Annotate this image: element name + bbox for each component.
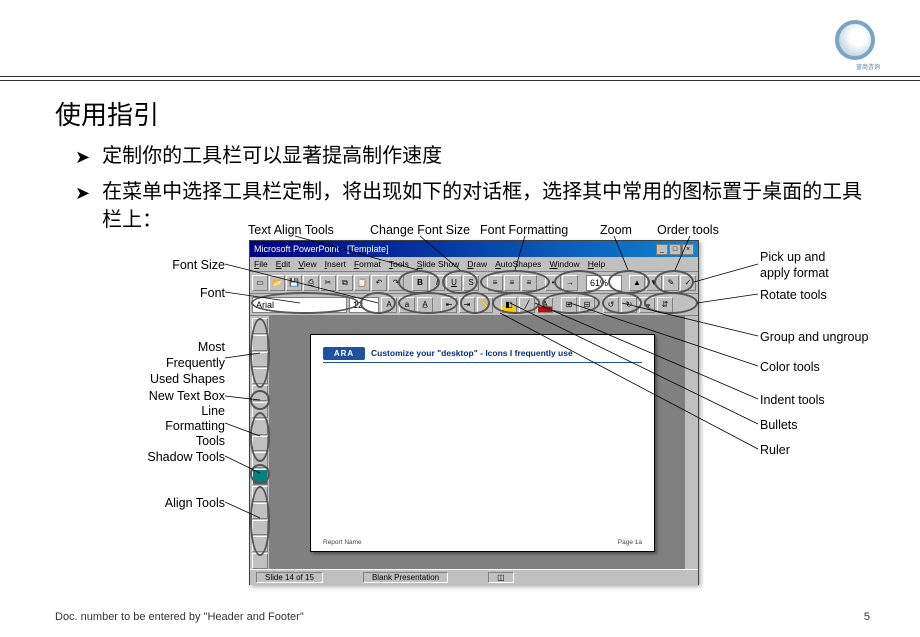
ppt-title: Microsoft PowerPoint - [Template] bbox=[254, 244, 389, 254]
slide-area: ARA Customize your "desktop" - Icons I f… bbox=[270, 316, 698, 569]
label-line-1: Line bbox=[201, 404, 225, 418]
tb-cut-icon[interactable]: ✂ bbox=[320, 275, 336, 291]
label-group: Group and ungroup bbox=[760, 330, 868, 344]
footer-page-number: 5 bbox=[864, 611, 870, 623]
label-font-formatting: Font Formatting bbox=[480, 223, 568, 237]
menu-window[interactable]: Window bbox=[549, 259, 579, 269]
label-text-align: Text Align Tools bbox=[248, 223, 334, 237]
menu-help[interactable]: Help bbox=[588, 259, 605, 269]
menu-slideshow[interactable]: Slide Show bbox=[417, 259, 460, 269]
label-order-tools: Order tools bbox=[657, 223, 719, 237]
oval-font-size bbox=[360, 292, 396, 314]
label-most: Most bbox=[198, 340, 225, 354]
label-used-shapes: Used Shapes bbox=[150, 372, 225, 386]
oval-text-align bbox=[398, 270, 440, 294]
bullet-arrow-icon: ➤ bbox=[75, 181, 90, 206]
oval-font-dialog bbox=[460, 292, 490, 314]
bullet-arrow-icon: ➤ bbox=[75, 145, 90, 170]
oval-font bbox=[251, 292, 359, 314]
label-zoom: Zoom bbox=[600, 223, 632, 237]
slide-title: Customize your "desktop" - Icons I frequ… bbox=[371, 348, 573, 358]
label-rotate: Rotate tools bbox=[760, 288, 827, 302]
label-line-2: Formatting bbox=[165, 419, 225, 433]
oval-bullets-indent bbox=[554, 270, 604, 294]
oval-ruler-indent bbox=[492, 292, 540, 314]
window-buttons: _ □ × bbox=[656, 244, 694, 255]
label-font-size: Font Size bbox=[172, 258, 225, 272]
label-change-font-size: Change Font Size bbox=[370, 223, 470, 237]
label-shadow-tools: Shadow Tools bbox=[147, 450, 225, 464]
rule-top-2 bbox=[0, 80, 920, 81]
label-ruler: Ruler bbox=[760, 443, 790, 457]
oval-textbox bbox=[250, 390, 270, 410]
tb-undo-icon[interactable]: ↶ bbox=[371, 275, 387, 291]
menu-file[interactable]: File bbox=[254, 259, 268, 269]
status-slide: Slide 14 of 15 bbox=[256, 572, 323, 583]
oval-line-tools bbox=[250, 412, 270, 462]
tb-new-icon[interactable]: ▭ bbox=[252, 275, 268, 291]
company-logo-icon bbox=[835, 20, 875, 60]
label-pick-1: Pick up and bbox=[760, 250, 825, 264]
label-align-tools: Align Tools bbox=[165, 496, 225, 510]
menu-insert[interactable]: Insert bbox=[325, 259, 346, 269]
tb-copy-icon[interactable]: ⧉ bbox=[337, 275, 353, 291]
close-button[interactable]: × bbox=[682, 244, 694, 255]
bullet-1-text: 定制你的工具栏可以显著提高制作速度 bbox=[102, 142, 442, 170]
label-line-3: Tools bbox=[196, 434, 225, 448]
menu-view[interactable]: View bbox=[298, 259, 316, 269]
slide-footer: Report Name Page 1a bbox=[323, 539, 642, 546]
oval-font-change bbox=[398, 292, 458, 314]
vertical-scrollbar[interactable] bbox=[684, 316, 698, 569]
label-font: Font bbox=[200, 286, 225, 300]
label-new-text-box: New Text Box bbox=[149, 389, 225, 403]
tb-paste-icon[interactable]: 📋 bbox=[354, 275, 370, 291]
oval-change-font-size bbox=[442, 270, 478, 294]
label-pick-2: apply format bbox=[760, 266, 829, 280]
slide-report-name: Report Name bbox=[323, 539, 362, 546]
ppt-titlebar: Microsoft PowerPoint - [Template] _ □ × bbox=[250, 241, 698, 257]
oval-group bbox=[602, 292, 642, 314]
oval-zoom bbox=[608, 270, 650, 294]
tb-print-icon[interactable]: ⎙ bbox=[303, 275, 319, 291]
slide-page-label: Page 1a bbox=[618, 539, 642, 546]
menu-autoshapes[interactable]: AutoShapes bbox=[495, 259, 541, 269]
label-bullets: Bullets bbox=[760, 418, 798, 432]
oval-order bbox=[654, 270, 694, 294]
ppt-body: ARA Customize your "desktop" - Icons I f… bbox=[250, 316, 698, 569]
status-icon: ◫ bbox=[488, 572, 514, 583]
slide-title-row: ARA Customize your "desktop" - Icons I f… bbox=[323, 345, 642, 361]
label-frequently: Frequently bbox=[166, 356, 225, 370]
menu-draw[interactable]: Draw bbox=[467, 259, 487, 269]
company-logo-caption: 蓝商咨询 bbox=[856, 62, 880, 71]
label-indent: Indent tools bbox=[760, 393, 825, 407]
ppt-statusbar: Slide 14 of 15 Blank Presentation ◫ bbox=[250, 569, 698, 585]
diagram-area: Text Align Tools Change Font Size Font F… bbox=[0, 218, 920, 588]
slide-underline bbox=[323, 362, 642, 363]
oval-rotate bbox=[644, 292, 698, 314]
maximize-button[interactable]: □ bbox=[669, 244, 681, 255]
status-template: Blank Presentation bbox=[363, 572, 448, 583]
tb-save-icon[interactable]: 💾 bbox=[286, 275, 302, 291]
label-color: Color tools bbox=[760, 360, 820, 374]
oval-shapes bbox=[250, 318, 270, 388]
slide-page: ARA Customize your "desktop" - Icons I f… bbox=[310, 334, 655, 552]
oval-color bbox=[542, 292, 600, 314]
menu-edit[interactable]: Edit bbox=[276, 259, 291, 269]
tb-open-icon[interactable]: 📂 bbox=[269, 275, 285, 291]
rule-top bbox=[0, 76, 920, 77]
oval-align bbox=[250, 486, 270, 556]
menu-tools[interactable]: Tools bbox=[389, 259, 409, 269]
footer-doc-number: Doc. number to be entered by "Header and… bbox=[55, 611, 304, 623]
page-heading: 使用指引 bbox=[55, 95, 880, 132]
bullet-1: ➤ 定制你的工具栏可以显著提高制作速度 bbox=[75, 142, 880, 170]
oval-shadow bbox=[250, 464, 270, 484]
oval-font-formatting bbox=[480, 270, 550, 294]
ara-logo: ARA bbox=[323, 347, 365, 360]
minimize-button[interactable]: _ bbox=[656, 244, 668, 255]
menu-format[interactable]: Format bbox=[354, 259, 381, 269]
